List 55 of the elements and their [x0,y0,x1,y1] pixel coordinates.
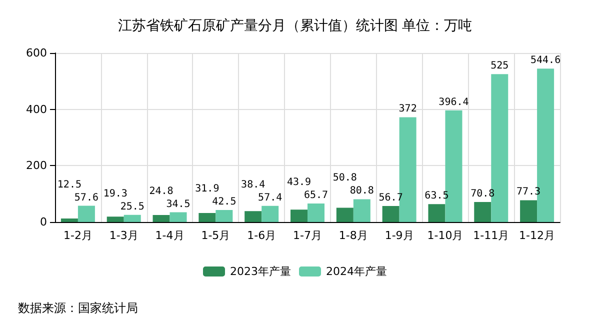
legend-label: 2024年产量 [326,265,387,278]
x-tick-label: 1-2月 [63,229,92,242]
data-label: 65.7 [304,190,328,201]
bar [353,199,370,222]
x-tick-label: 1-3月 [109,229,138,242]
bar [170,212,187,222]
data-label: 80.8 [350,186,374,197]
y-tick-label: 600 [26,46,47,60]
bar [60,218,78,222]
bar [152,215,170,222]
legend-label: 2023年产量 [230,265,292,278]
data-label: 34.5 [166,198,190,210]
x-tick-label: 1-12月 [519,229,556,242]
bar [78,206,95,222]
bar [382,206,400,222]
data-label: 372 [398,104,417,115]
bar [308,203,324,222]
bar [428,204,446,222]
data-label: 50.8 [332,172,357,184]
bar [520,200,538,222]
data-label: 525 [490,60,509,72]
x-tick-label: 1-5月 [201,229,230,242]
y-tick-label: 200 [26,159,47,172]
chart-title: 江苏省铁矿石原矿产量分月（累计值）统计图 单位：万吨 [118,18,472,34]
x-tick-label: 1-7月 [293,229,322,242]
bar [262,206,279,222]
y-tick-label: 0 [40,216,47,228]
data-label: 42.5 [212,196,236,208]
data-label: 57.6 [74,192,98,204]
data-label: 544.6 [530,55,561,66]
x-tick-label: 1-8月 [338,229,368,242]
bar [474,202,492,222]
bar [336,208,354,222]
bar [106,216,124,222]
bar [244,211,262,222]
bar [290,210,308,222]
x-tick-label: 1-10月 [427,229,464,242]
data-label: 31.9 [195,184,220,195]
x-tick-label: 1-4月 [155,229,184,242]
bar [216,210,233,222]
data-label: 12.5 [57,179,82,190]
y-tick-label: 400 [26,102,47,116]
data-label: 38.4 [241,179,266,190]
bar [124,214,141,222]
data-label: 43.9 [286,176,312,188]
data-label: 396.4 [438,96,469,108]
x-tick-label: 1-11月 [473,229,510,242]
x-tick-label: 1-6月 [247,229,276,242]
source-note: 数据来源：国家统计局 [18,301,138,315]
data-label: 25.5 [120,201,144,212]
data-label: 24.8 [149,186,174,197]
x-tick-label: 1-9月 [384,229,414,242]
data-label: 19.3 [103,188,128,200]
bar [198,213,216,222]
data-label: 57.4 [258,192,282,204]
